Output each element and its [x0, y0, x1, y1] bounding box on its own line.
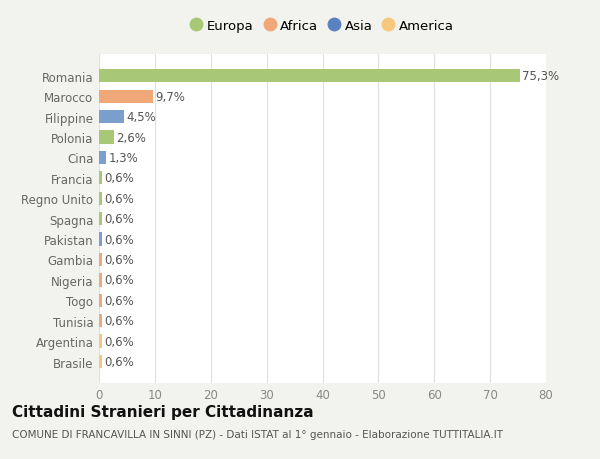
Text: 0,6%: 0,6%	[104, 335, 134, 348]
Text: 0,6%: 0,6%	[104, 294, 134, 307]
Bar	[99, 294, 103, 307]
Text: 1,3%: 1,3%	[109, 151, 138, 165]
Text: 2,6%: 2,6%	[116, 131, 146, 144]
Text: 0,6%: 0,6%	[104, 192, 134, 205]
Text: 9,7%: 9,7%	[155, 90, 185, 103]
Legend: Europa, Africa, Asia, America: Europa, Africa, Asia, America	[187, 16, 458, 37]
Text: 75,3%: 75,3%	[522, 70, 559, 83]
Text: 0,6%: 0,6%	[104, 274, 134, 287]
Text: 0,6%: 0,6%	[104, 172, 134, 185]
Bar	[99, 314, 103, 328]
Bar	[99, 335, 103, 348]
Bar	[99, 111, 124, 124]
Bar	[99, 70, 520, 83]
Text: 0,6%: 0,6%	[104, 355, 134, 368]
Bar	[99, 192, 103, 206]
Text: 0,6%: 0,6%	[104, 233, 134, 246]
Text: 4,5%: 4,5%	[127, 111, 156, 124]
Text: 0,6%: 0,6%	[104, 213, 134, 226]
Bar	[99, 355, 103, 368]
Bar	[99, 253, 103, 267]
Bar	[99, 274, 103, 287]
Text: COMUNE DI FRANCAVILLA IN SINNI (PZ) - Dati ISTAT al 1° gennaio - Elaborazione TU: COMUNE DI FRANCAVILLA IN SINNI (PZ) - Da…	[12, 429, 503, 439]
Bar	[99, 131, 113, 144]
Bar	[99, 213, 103, 226]
Bar	[99, 151, 106, 165]
Text: Cittadini Stranieri per Cittadinanza: Cittadini Stranieri per Cittadinanza	[12, 404, 314, 419]
Bar	[99, 233, 103, 246]
Text: 0,6%: 0,6%	[104, 253, 134, 266]
Text: 0,6%: 0,6%	[104, 314, 134, 327]
Bar	[99, 90, 153, 104]
Bar	[99, 172, 103, 185]
